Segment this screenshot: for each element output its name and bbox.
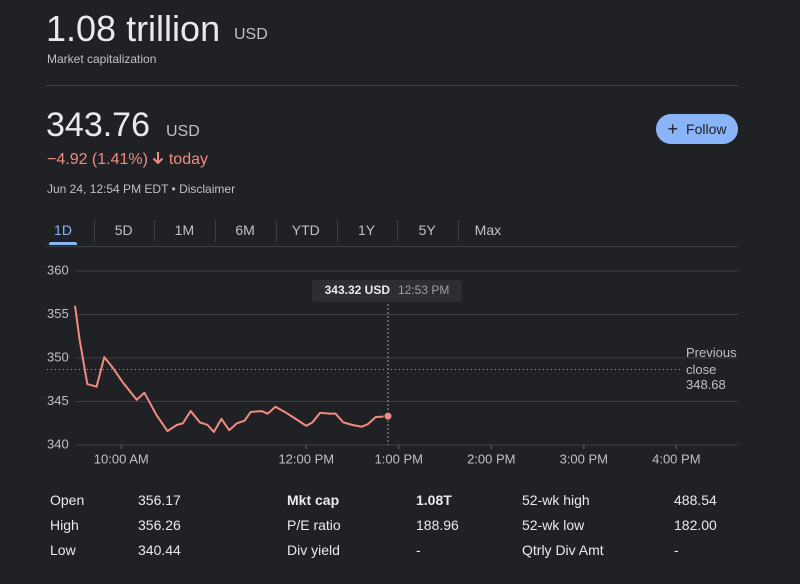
disclaimer[interactable]: Disclaimer xyxy=(179,182,236,196)
stat-value: 340.44 xyxy=(138,542,181,558)
timestamp: Jun 24, 12:54 PM EDT • Disclaimer xyxy=(47,182,236,196)
follow-button[interactable]: + Follow xyxy=(656,114,738,144)
x-tick-label: 3:00 PM xyxy=(560,451,608,466)
tab-separator xyxy=(336,220,338,242)
market-cap-unit: USD xyxy=(234,26,268,43)
stat-value: 356.17 xyxy=(138,492,181,508)
stat-label: Qtrly Div Amt xyxy=(522,542,604,558)
stat-value: 182.00 xyxy=(674,517,717,533)
range-tab[interactable]: 5D xyxy=(114,222,133,238)
stat-value: 188.96 xyxy=(416,517,459,533)
stat-value: - xyxy=(416,542,421,558)
price-line xyxy=(74,305,389,433)
stat-label: Low xyxy=(50,542,76,558)
y-tick-label: 340 xyxy=(47,436,69,451)
range-tab[interactable]: Max xyxy=(474,222,502,238)
stat-label: Mkt cap xyxy=(287,492,340,508)
stat-label: Div yield xyxy=(287,542,340,558)
range-tab[interactable]: 1M xyxy=(174,222,195,238)
stat-label: P/E ratio xyxy=(287,517,341,533)
stat-label: Open xyxy=(50,492,85,508)
range-tab[interactable]: 1D xyxy=(54,222,72,238)
stat-value: - xyxy=(674,542,679,558)
tab-underline xyxy=(49,242,77,245)
range-tab[interactable]: YTD xyxy=(291,222,320,238)
stat-label: High xyxy=(50,517,79,533)
stat-label: 52-wk low xyxy=(522,517,585,533)
stat-value: 356.26 xyxy=(138,517,181,533)
previous-close-value: 348.68 xyxy=(686,377,726,393)
tab-separator xyxy=(457,220,459,242)
divider xyxy=(46,246,738,247)
x-tick-label: 12:00 PM xyxy=(278,451,334,466)
stat-label: 52-wk high xyxy=(522,492,590,508)
range-tab[interactable]: 1Y xyxy=(357,222,376,238)
y-tick-label: 350 xyxy=(47,349,69,364)
tab-separator xyxy=(275,220,277,242)
follow-label: Follow xyxy=(686,121,727,137)
tooltip-box xyxy=(311,280,462,302)
x-tick-label: 2:00 PM xyxy=(467,451,515,466)
market-cap: 1.08 trillion xyxy=(46,8,221,49)
previous-close-label: Previous close xyxy=(686,345,737,378)
tab-separator xyxy=(154,220,156,242)
timestamp-text: Jun 24, 12:54 PM EDT xyxy=(47,182,169,196)
price: 343.76 xyxy=(46,106,150,144)
tab-separator xyxy=(397,220,399,242)
currency: USD xyxy=(166,123,200,140)
y-tick-label: 360 xyxy=(47,262,69,277)
x-tick-label: 4:00 PM xyxy=(652,451,700,466)
x-tick-label: 10:00 AM xyxy=(94,451,149,466)
y-tick-label: 345 xyxy=(47,393,69,408)
current-point xyxy=(383,411,393,421)
change-period: today xyxy=(168,151,208,168)
down-arrow xyxy=(153,152,164,165)
price-change: −4.92 (1.41%) today xyxy=(47,151,208,169)
range-tab[interactable]: 5Y xyxy=(418,222,436,238)
divider xyxy=(46,85,738,86)
market-cap-label: Market capitalization xyxy=(47,52,157,66)
tooltip-price: 343.32 USD xyxy=(325,283,391,297)
stat-value: 488.54 xyxy=(674,492,717,508)
tab-separator xyxy=(93,220,95,242)
tooltip-time: 12:53 PM xyxy=(398,283,449,297)
range-tab[interactable]: 6M xyxy=(235,222,255,238)
y-tick-label: 355 xyxy=(47,306,69,321)
stat-value: 1.08T xyxy=(416,492,452,508)
tab-separator xyxy=(215,220,217,242)
plus-icon: + xyxy=(667,119,679,139)
x-tick-label: 1:00 PM xyxy=(375,451,423,466)
change-value: −4.92 (1.41%) xyxy=(47,151,148,168)
